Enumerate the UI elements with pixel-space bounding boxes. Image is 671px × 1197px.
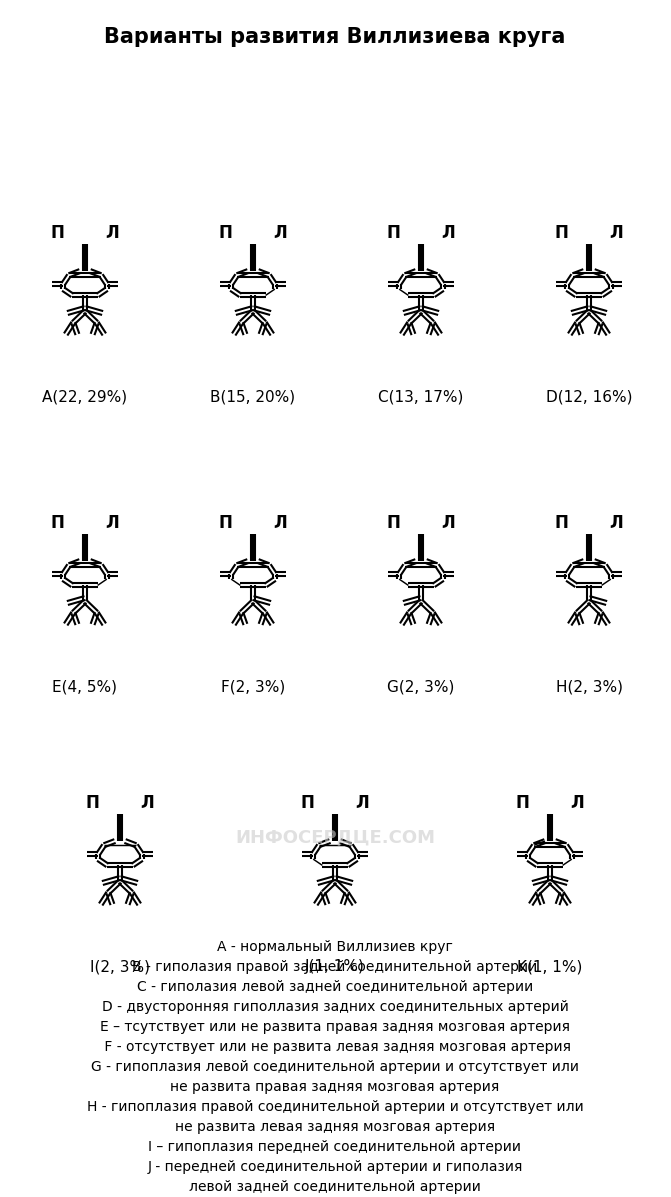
- Text: П: П: [219, 224, 233, 242]
- Text: Варианты развития Виллизиева круга: Варианты развития Виллизиева круга: [104, 28, 566, 47]
- Text: Е – тсутствует или не развита правая задняя мозговая артерия: Е – тсутствует или не развита правая зад…: [100, 1020, 570, 1034]
- Text: Л: Л: [609, 515, 623, 533]
- Text: П: П: [386, 515, 401, 533]
- Text: П: П: [219, 515, 233, 533]
- Text: I(2, 3%): I(2, 3%): [90, 960, 150, 974]
- Text: H(2, 3%): H(2, 3%): [556, 680, 623, 694]
- Text: Л: Л: [442, 224, 455, 242]
- Text: C - гиполазия левой задней соединительной артерии: C - гиполазия левой задней соединительно…: [137, 980, 533, 994]
- Text: B(15, 20%): B(15, 20%): [211, 389, 295, 405]
- Text: левой задней соединительной артерии: левой задней соединительной артерии: [189, 1180, 481, 1193]
- Text: П: П: [555, 515, 568, 533]
- Text: K(1, 1%): K(1, 1%): [517, 960, 582, 974]
- Text: H - гипоплазия правой соединительной артерии и отсутствует или: H - гипоплазия правой соединительной арт…: [87, 1100, 583, 1114]
- Text: A(22, 29%): A(22, 29%): [42, 389, 127, 405]
- Text: П: П: [51, 515, 64, 533]
- Text: Л: Л: [609, 224, 623, 242]
- Text: П: П: [555, 224, 568, 242]
- Text: Л: Л: [140, 795, 154, 813]
- Text: I – гипоплазия передней соединительной артерии: I – гипоплазия передней соединительной а…: [148, 1140, 521, 1154]
- Text: Л: Л: [442, 515, 455, 533]
- Text: J(1, 1%): J(1, 1%): [305, 960, 365, 974]
- Text: B - гиполазия правой задней соединительной артерии: B - гиполазия правой задней соединительн…: [132, 960, 537, 974]
- Text: Л: Л: [105, 515, 119, 533]
- Text: П: П: [301, 795, 315, 813]
- Text: J - передней соединительной артерии и гиполазия: J - передней соединительной артерии и ги…: [148, 1160, 523, 1174]
- Text: не развита правая задняя мозговая артерия: не развита правая задняя мозговая артери…: [170, 1080, 500, 1094]
- Text: А - нормальный Виллизиев круг: А - нормальный Виллизиев круг: [217, 940, 453, 954]
- Text: П: П: [86, 795, 99, 813]
- Text: Л: Л: [273, 224, 287, 242]
- Text: C(13, 17%): C(13, 17%): [378, 389, 464, 405]
- Text: F(2, 3%): F(2, 3%): [221, 680, 285, 694]
- Text: ИНФОСЕРДЦЕ.СОМ: ИНФОСЕРДЦЕ.СОМ: [235, 828, 435, 846]
- Text: П: П: [51, 224, 64, 242]
- Text: Л: Л: [356, 795, 369, 813]
- Text: E(4, 5%): E(4, 5%): [52, 680, 117, 694]
- Text: G(2, 3%): G(2, 3%): [387, 680, 455, 694]
- Text: Л: Л: [570, 795, 584, 813]
- Text: Л: Л: [105, 224, 119, 242]
- Text: D - двусторонняя гиполлазия задних соединительных артерий: D - двусторонняя гиполлазия задних соеди…: [101, 999, 568, 1014]
- Text: G - гипоплазия левой соединительной артерии и отсутствует или: G - гипоплазия левой соединительной арте…: [91, 1061, 579, 1074]
- Text: П: П: [386, 224, 401, 242]
- Text: Л: Л: [273, 515, 287, 533]
- Text: П: П: [516, 795, 529, 813]
- Text: не развита левая задняя мозговая артерия: не развита левая задняя мозговая артерия: [175, 1120, 495, 1134]
- Text: D(12, 16%): D(12, 16%): [546, 389, 632, 405]
- Text: F - отсутствует или не развита левая задняя мозговая артерия: F - отсутствует или не развита левая зад…: [99, 1040, 570, 1055]
